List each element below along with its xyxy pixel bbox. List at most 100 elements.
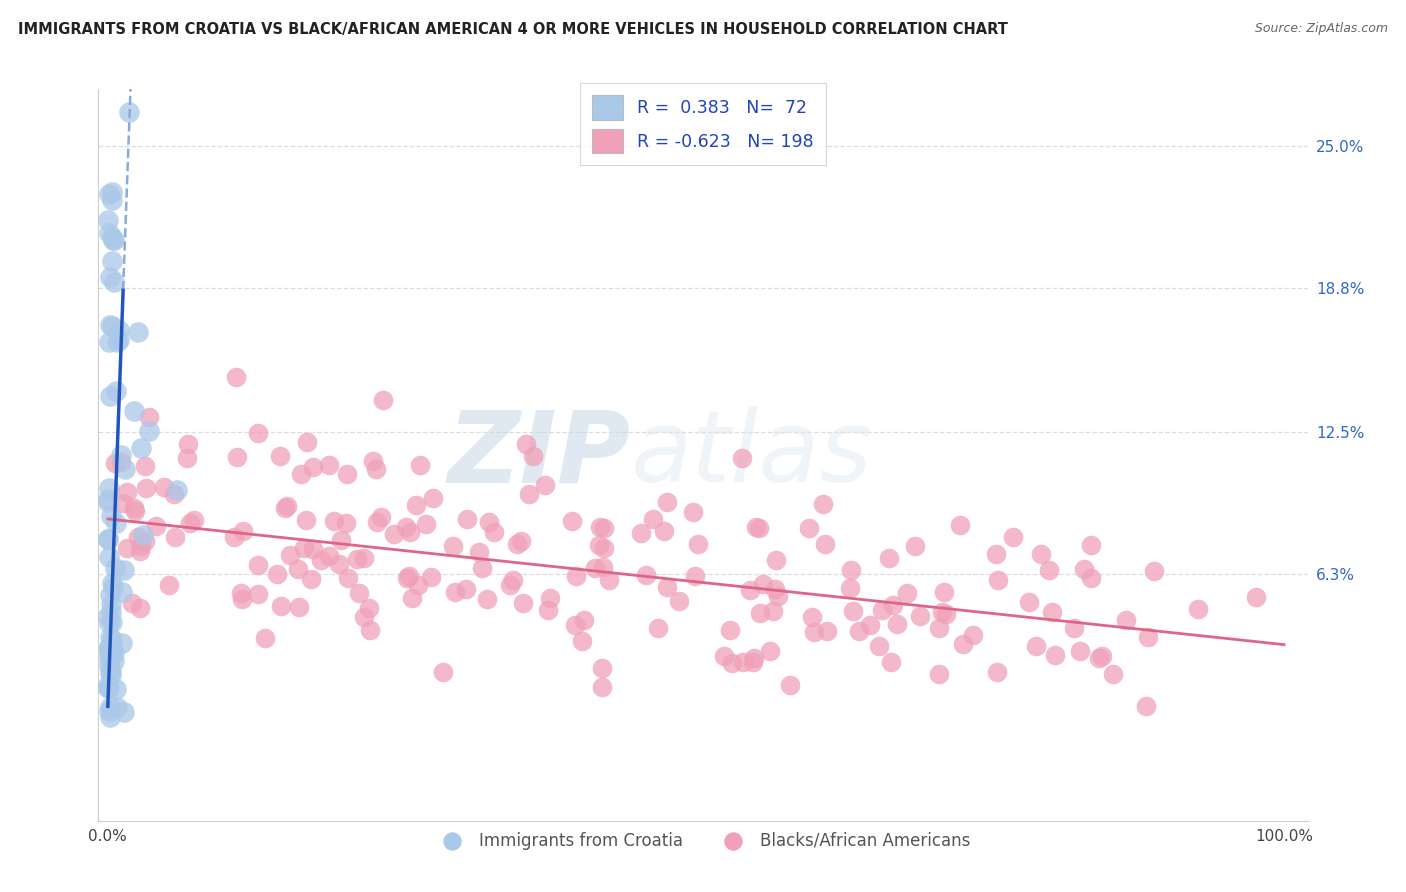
Point (1073, 562, 1095, 576)
Point (105, 682, 128, 697)
Point (420, 570, 443, 584)
Point (322, 514, 344, 528)
Point (749, 607, 772, 621)
Point (839, 563, 862, 577)
Point (163, 487, 186, 501)
Point (357, 601, 380, 615)
Point (104, 516, 127, 530)
Point (908, 609, 931, 624)
Point (112, 705, 135, 719)
Text: Source: ZipAtlas.com: Source: ZipAtlas.com (1254, 22, 1388, 36)
Point (287, 599, 309, 614)
Point (97, 652, 120, 666)
Point (330, 533, 353, 547)
Point (138, 409, 160, 424)
Point (762, 604, 785, 618)
Point (934, 585, 956, 599)
Point (111, 585, 134, 599)
Point (565, 569, 588, 583)
Point (100, 508, 122, 523)
Point (882, 598, 904, 612)
Legend: Immigrants from Croatia, Blacks/African Americans: Immigrants from Croatia, Blacks/African … (429, 825, 977, 856)
Point (779, 678, 801, 692)
Point (801, 610, 824, 624)
Point (399, 525, 422, 540)
Point (101, 632, 124, 646)
Point (138, 424, 160, 438)
Point (517, 487, 540, 501)
Point (1080, 571, 1102, 585)
Point (401, 591, 423, 606)
Point (97, 491, 120, 506)
Point (110, 455, 132, 469)
Point (110, 448, 132, 462)
Point (299, 572, 322, 586)
Point (952, 637, 974, 651)
Point (468, 545, 491, 559)
Point (859, 617, 882, 632)
Point (984, 547, 1007, 561)
Point (347, 586, 370, 600)
Point (97, 681, 120, 695)
Point (176, 450, 198, 465)
Point (733, 655, 755, 669)
Point (931, 605, 953, 619)
Point (742, 650, 765, 665)
Point (935, 607, 957, 622)
Point (815, 624, 838, 639)
Point (652, 524, 675, 539)
Point (766, 589, 789, 603)
Point (731, 450, 754, 465)
Point (336, 571, 359, 585)
Point (266, 567, 288, 582)
Point (97, 659, 120, 673)
Point (797, 520, 820, 534)
Point (270, 599, 292, 613)
Point (104, 456, 127, 470)
Point (166, 483, 188, 497)
Point (759, 644, 782, 658)
Point (765, 553, 787, 567)
Point (100, 663, 122, 677)
Point (253, 631, 276, 645)
Point (100, 193, 122, 207)
Point (101, 576, 124, 591)
Point (104, 560, 127, 574)
Point (318, 549, 340, 564)
Point (1038, 563, 1060, 577)
Point (97, 681, 120, 695)
Point (482, 525, 505, 540)
Point (1135, 699, 1157, 714)
Point (928, 666, 950, 681)
Point (848, 624, 870, 638)
Point (111, 636, 134, 650)
Point (98, 588, 121, 602)
Point (229, 586, 252, 600)
Point (502, 573, 524, 587)
Point (456, 511, 478, 525)
Point (273, 501, 295, 516)
Point (668, 594, 690, 608)
Point (1069, 643, 1091, 657)
Point (98, 335, 121, 350)
Point (231, 591, 253, 606)
Point (475, 591, 498, 606)
Point (877, 550, 900, 565)
Point (478, 516, 501, 530)
Point (598, 574, 620, 588)
Point (177, 437, 200, 451)
Point (896, 586, 918, 600)
Point (346, 552, 368, 566)
Point (589, 520, 612, 534)
Point (100, 699, 122, 714)
Point (1091, 649, 1114, 664)
Point (98, 640, 121, 655)
Point (1187, 602, 1209, 616)
Point (415, 516, 437, 531)
Text: ZIP: ZIP (447, 407, 630, 503)
Point (100, 667, 122, 681)
Point (636, 568, 658, 582)
Point (868, 640, 890, 654)
Point (97, 532, 120, 546)
Point (114, 462, 136, 476)
